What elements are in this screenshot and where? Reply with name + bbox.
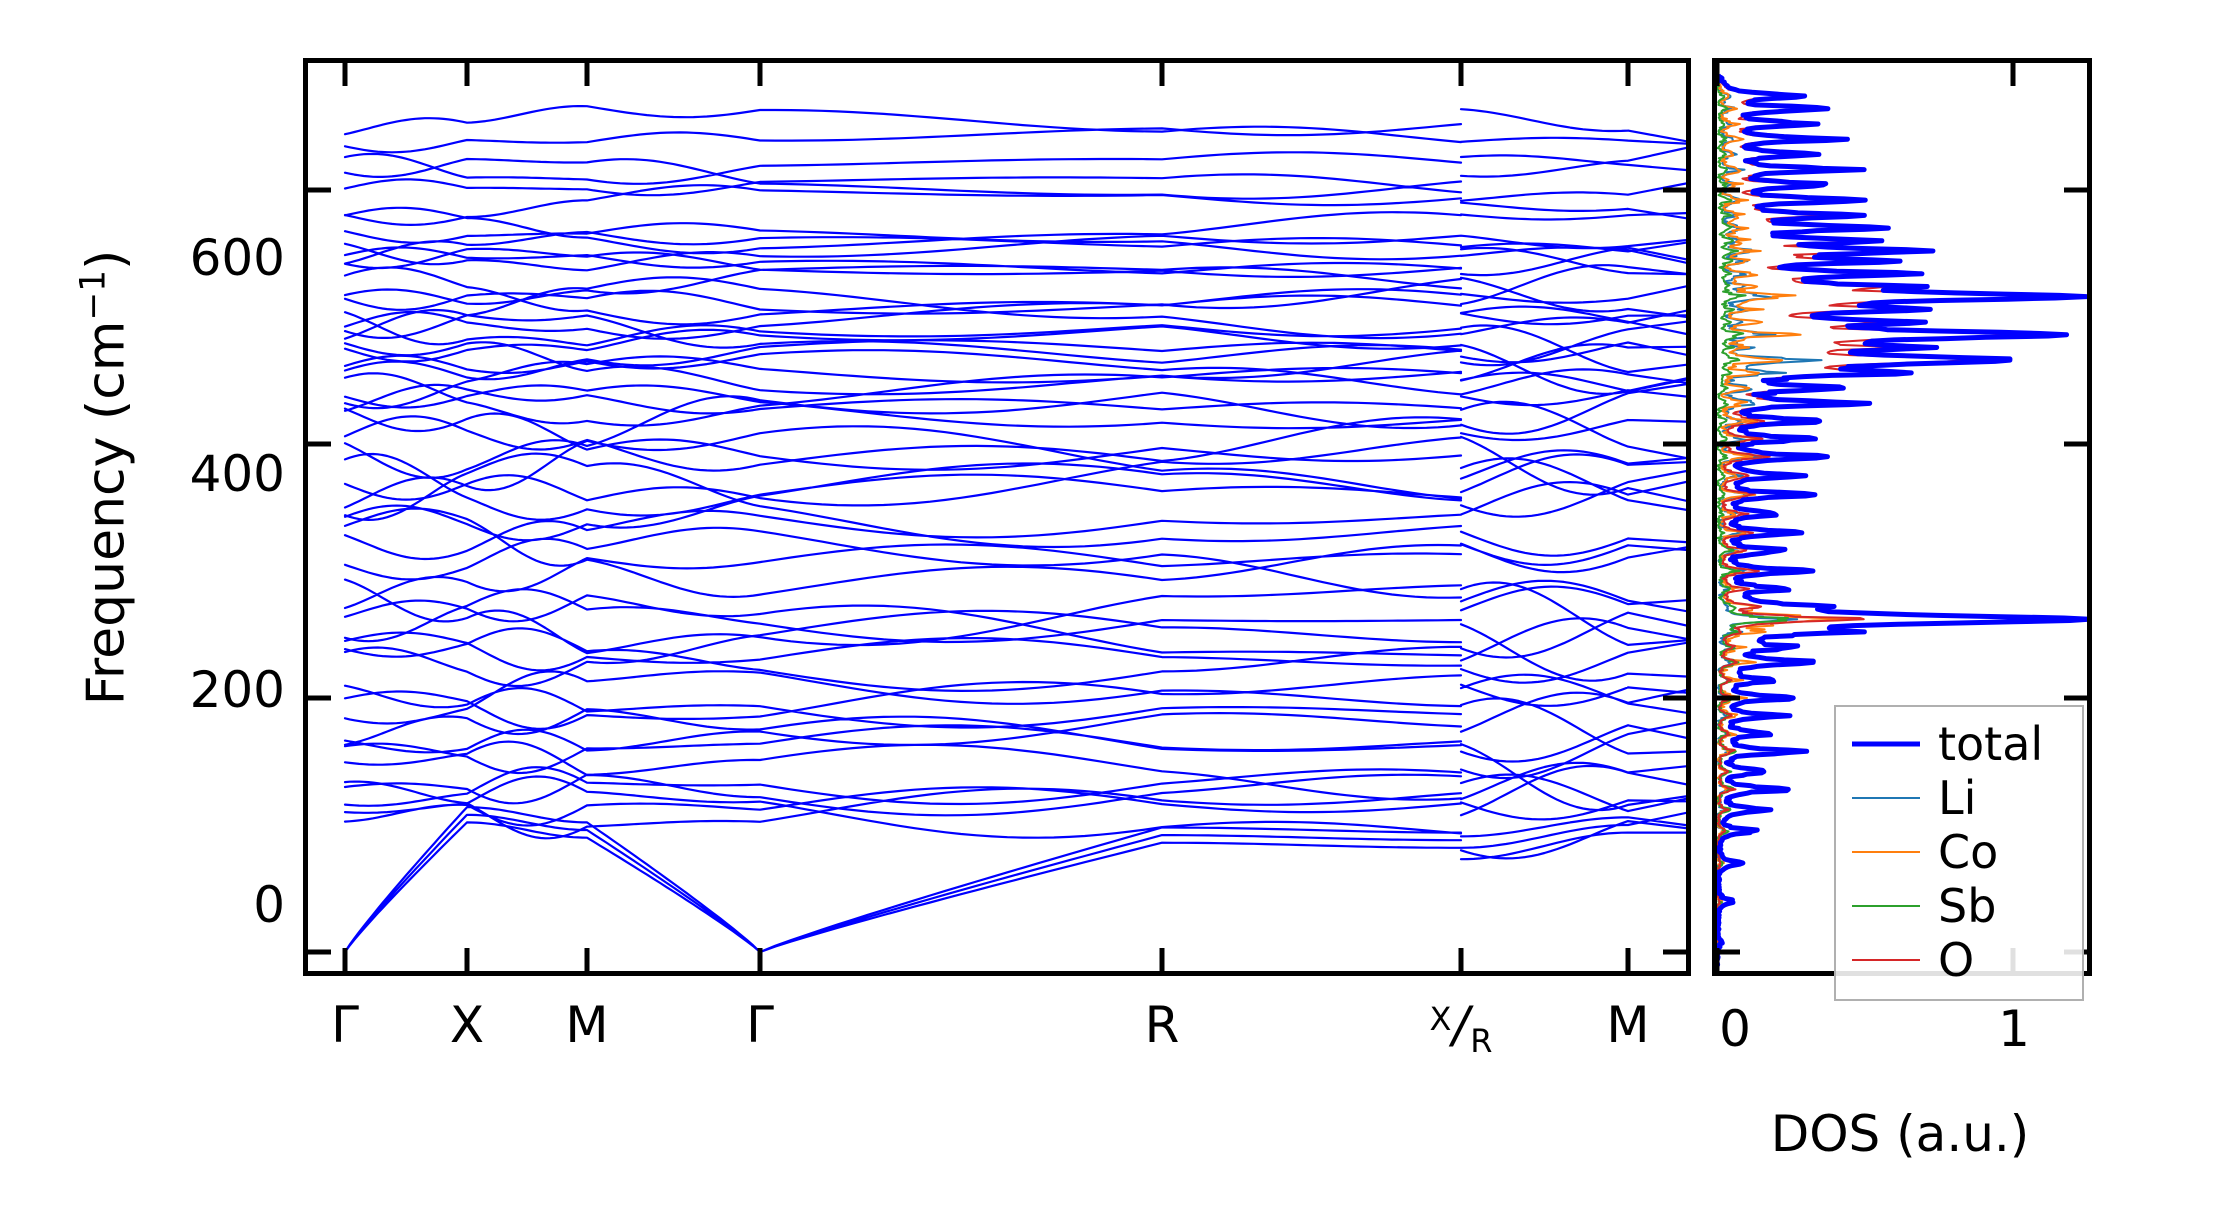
fraction-x-over-r: X/R [1429, 999, 1492, 1057]
legend-label-total: total [1938, 717, 2044, 771]
y-tick-label-600: 600 [189, 229, 285, 287]
y-tick-label-400: 400 [189, 445, 285, 503]
dos-x-tick-label-0: 0 [1719, 1000, 1751, 1058]
legend-label-co: Co [1938, 825, 1999, 879]
x-tick-label-gamma-2: Γ [746, 996, 774, 1054]
x-tick-label-x: X [449, 996, 485, 1054]
legend-item-li[interactable]: Li [1850, 771, 2064, 825]
y-axis-label-tail: ) [76, 249, 137, 270]
legend-item-o[interactable]: O [1850, 933, 2064, 987]
x-tick-label-m-1: M [565, 996, 609, 1054]
legend-swatch-sb [1852, 905, 1920, 907]
band-structure-plot [343, 105, 1686, 954]
legend-swatch-li [1852, 797, 1920, 799]
legend-swatch-o [1852, 959, 1920, 961]
legend-swatch-total [1852, 741, 1920, 747]
band-panel-tickmarks [308, 63, 1686, 971]
x-tick-label-x-over-r: X/R [1429, 999, 1492, 1057]
x-tick-label-group: Γ X M Γ R X/R M [0, 1000, 2222, 1090]
dos-legend: total Li Co Sb O [1834, 705, 2084, 1001]
x-tick-label-gamma-1: Γ [331, 996, 359, 1054]
fraction-denominator: R [1470, 1021, 1493, 1060]
dos-x-axis-label: DOS (a.u.) [1770, 1105, 2030, 1163]
x-tick-label-m-2: M [1606, 996, 1650, 1054]
legend-item-total[interactable]: total [1850, 717, 2064, 771]
dos-plot [1717, 73, 2087, 969]
legend-swatch-co [1852, 851, 1920, 853]
y-tick-label-group: 0 200 400 600 [140, 0, 285, 1220]
legend-label-sb: Sb [1938, 879, 1997, 933]
legend-label-li: Li [1938, 771, 1977, 825]
y-axis-label-exponent: −1 [73, 269, 114, 321]
dos-x-tick-label-1: 1 [1998, 1000, 2030, 1058]
fraction-numerator: X [1429, 999, 1452, 1038]
y-axis-label: Frequency (cm−1) [74, 157, 137, 797]
legend-label-o: O [1938, 933, 1975, 987]
y-tick-label-200: 200 [189, 661, 285, 719]
y-axis-label-text: Frequency (cm [76, 320, 137, 706]
band-structure-panel [303, 58, 1691, 976]
legend-item-sb[interactable]: Sb [1850, 879, 2064, 933]
y-tick-label-0: 0 [253, 876, 285, 934]
x-tick-label-r: R [1144, 996, 1180, 1054]
fraction-slash: / [1452, 996, 1470, 1054]
legend-item-co[interactable]: Co [1850, 825, 2064, 879]
